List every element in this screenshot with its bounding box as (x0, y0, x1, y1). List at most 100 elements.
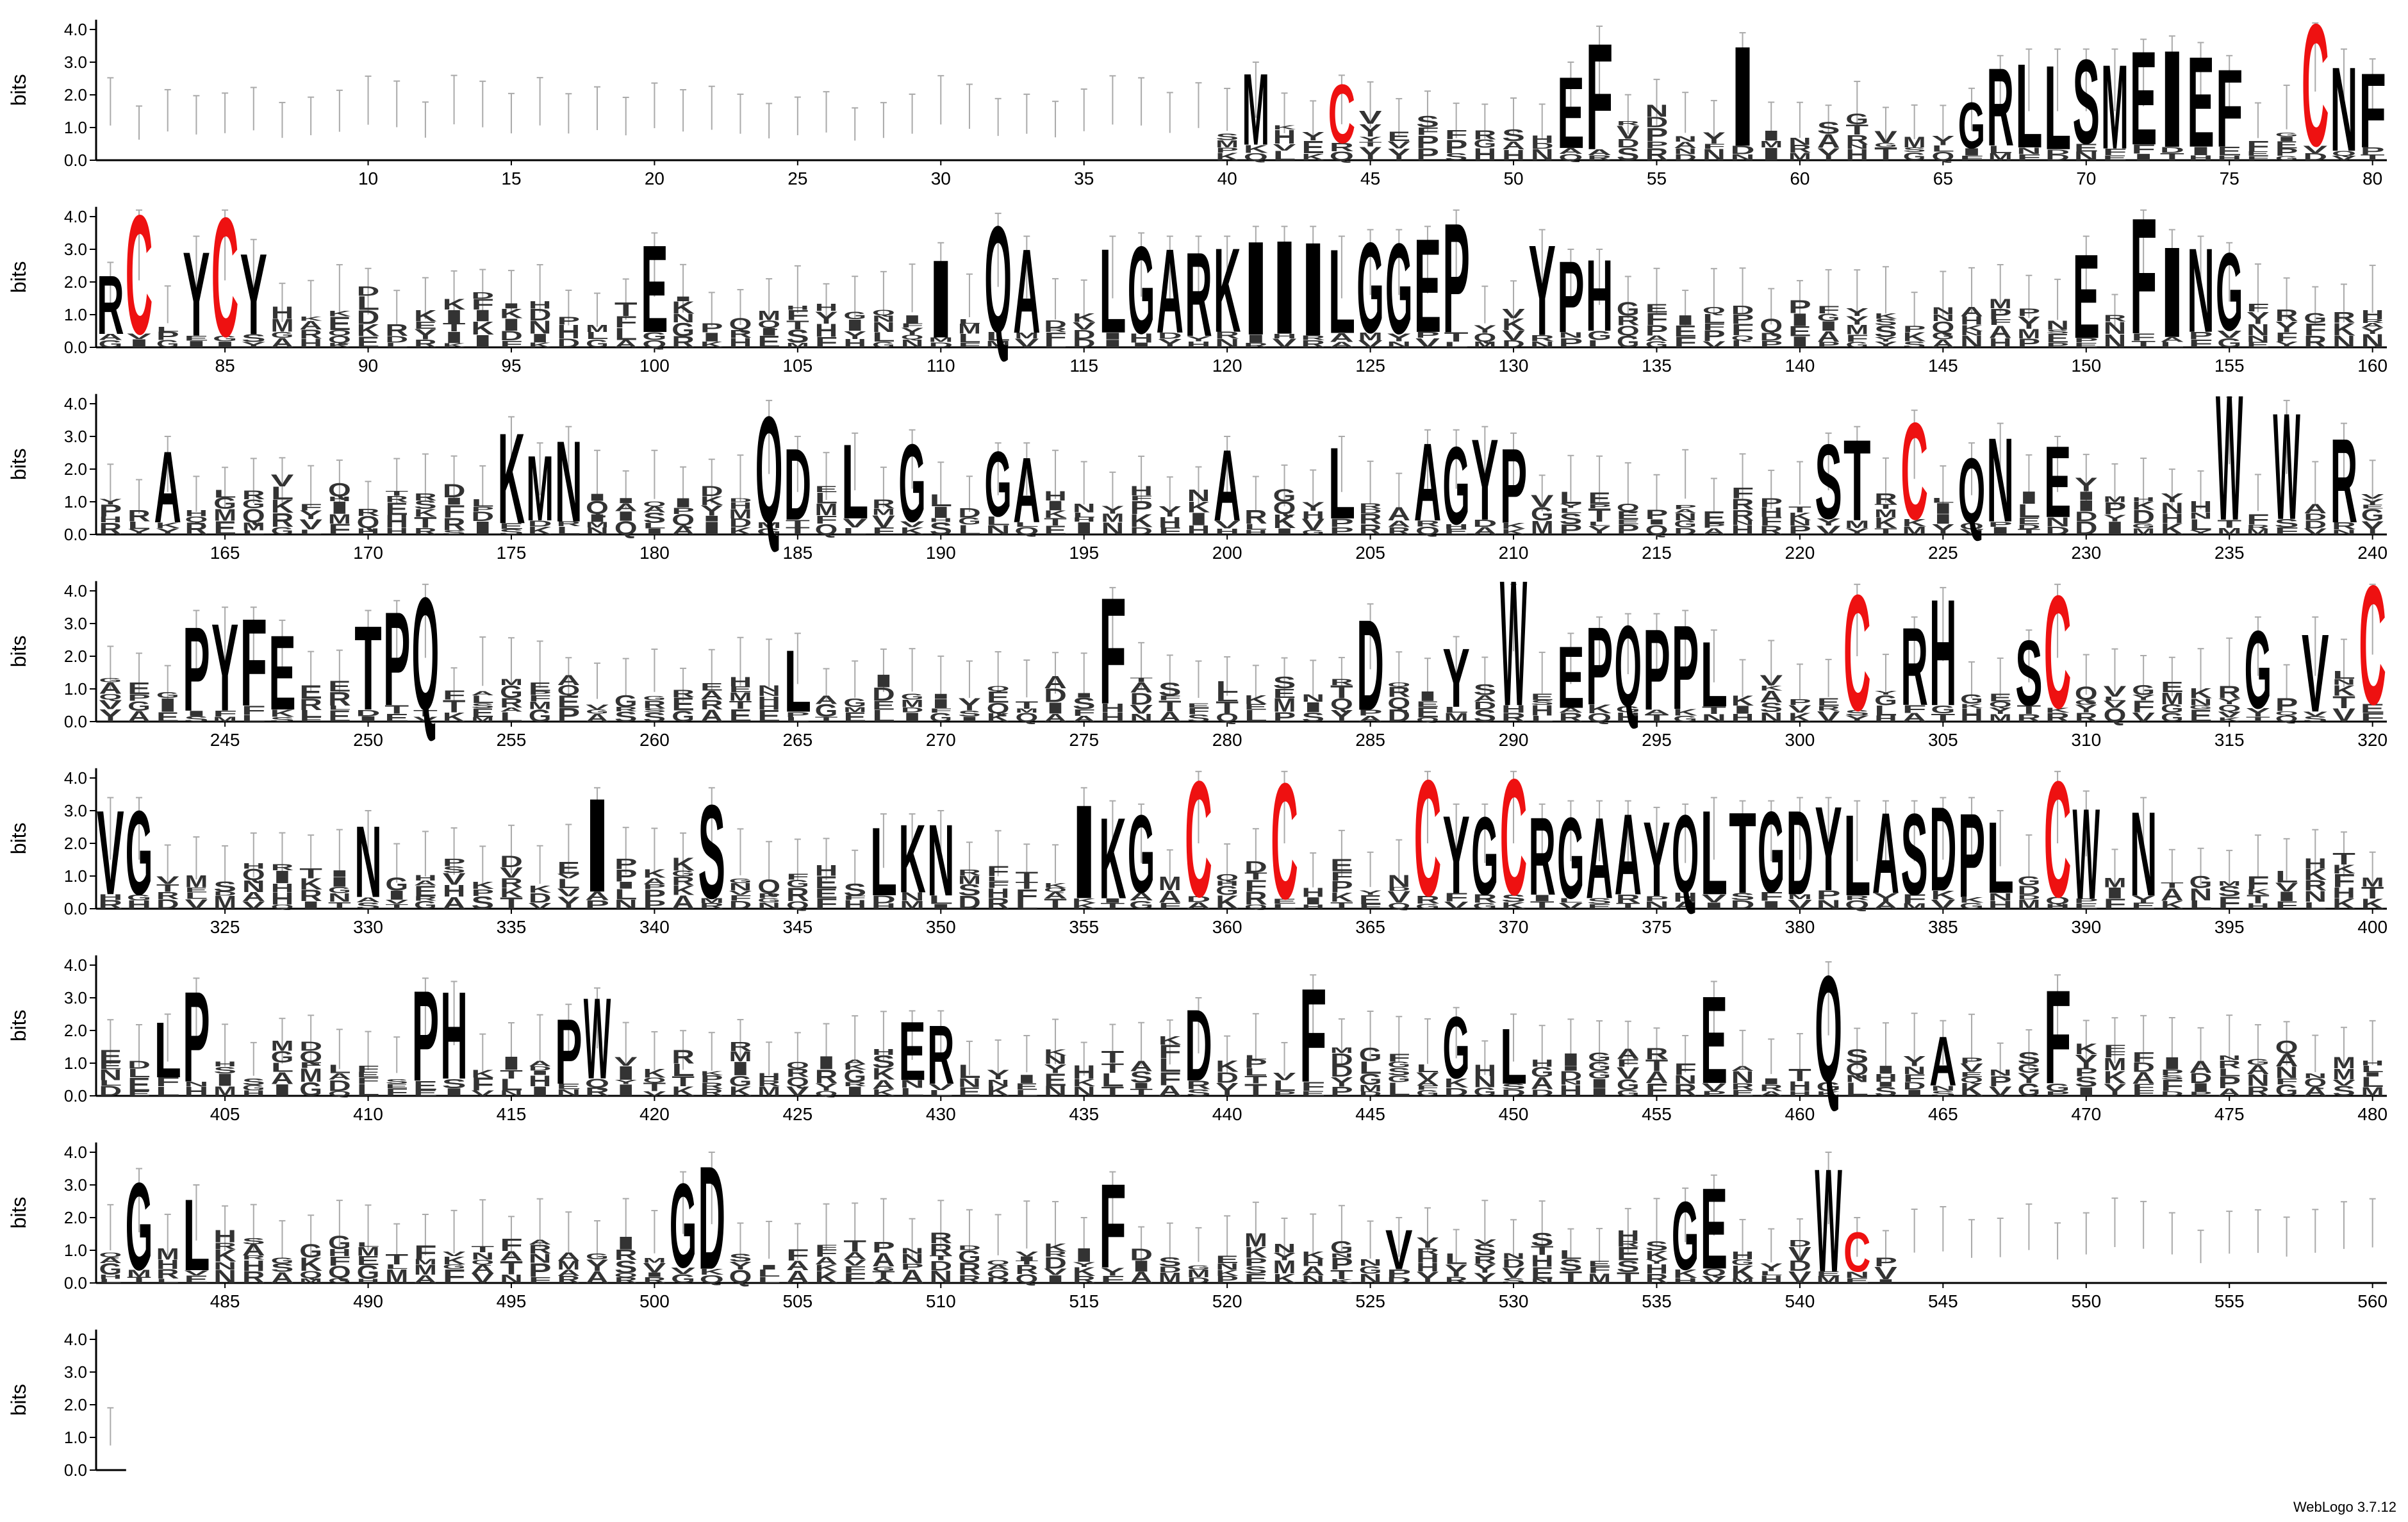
residue-letter-G: G (1385, 217, 1412, 361)
residue-letter: E (1416, 704, 1439, 721)
residue-letter: M (928, 336, 953, 343)
residue-letter: H (786, 304, 809, 311)
residue-letter: Q (786, 1060, 809, 1071)
residue-letter: A (700, 688, 723, 702)
residue-letter: A (815, 693, 838, 707)
residue-letter: K (900, 525, 925, 537)
residue-letter: E (1244, 702, 1267, 711)
y-tick-label: 3.0 (64, 614, 87, 633)
residue-letter: M (1760, 139, 1783, 150)
residue-letter: K (1273, 124, 1296, 131)
residue-letter-C: C (1271, 749, 1298, 934)
residue-letter: E (1989, 691, 2012, 704)
residue-letter: M (1015, 707, 1038, 714)
residue-letter-L: L (183, 1179, 210, 1292)
residue-letter: M (2217, 526, 2241, 536)
residue-letter: Q (2275, 713, 2298, 724)
residue-letter: K (270, 707, 294, 719)
x-tick-label: 560 (2357, 1291, 2387, 1311)
residue-letter-G: G (984, 433, 1011, 536)
residue-letter: S (1159, 1255, 1182, 1270)
residue-letter: L (1531, 714, 1554, 724)
x-tick-label: 420 (639, 1104, 670, 1124)
residue-letter: T (1130, 677, 1153, 683)
x-tick-label: 525 (1355, 1291, 1385, 1311)
residue-letter: D (1473, 699, 1496, 711)
residue-letter: V (1531, 491, 1554, 510)
residue-letter: P (1216, 146, 1239, 154)
residue-letter: E (1044, 524, 1067, 538)
residue-letter: F (614, 313, 638, 331)
residue-letter: T (1874, 144, 1897, 164)
residue-letter: D (2045, 148, 2070, 156)
residue-letter: L (2160, 340, 2184, 349)
residue-letter: I (1760, 144, 1783, 164)
x-tick-label: 435 (1069, 1104, 1099, 1124)
residue-letter: V (1817, 708, 1840, 725)
residue-letter: L (242, 529, 265, 536)
residue-letter: Q (729, 315, 752, 333)
residue-letter-F: F (240, 593, 267, 732)
residue-letter: D (471, 290, 494, 301)
residue-letter: G (1845, 340, 1868, 349)
residue-letter: K (1044, 1048, 1067, 1058)
residue-letter: G (958, 516, 981, 527)
residue-letter: N (1760, 710, 1783, 725)
residue-letter: A (1645, 334, 1669, 342)
residue-letter: A (586, 711, 609, 724)
residue-letter: N (1502, 1252, 1525, 1261)
residue-letter: I (815, 1052, 838, 1073)
y-axis-label: bits (7, 261, 30, 293)
residue-letter: H (757, 701, 780, 712)
x-tick-label: 465 (1928, 1104, 1958, 1124)
residue-letter: G (1931, 331, 1954, 342)
residue-letter-G: G (1471, 794, 1498, 918)
residue-letter: E (2217, 145, 2241, 158)
residue-letter: G (729, 877, 752, 885)
residue-letter: S (643, 509, 666, 526)
residue-letter: K (529, 884, 552, 895)
residue-letter: L (1073, 511, 1096, 519)
residue-letter-E: E (1557, 628, 1584, 727)
residue-letter: N (901, 338, 924, 350)
residue-letter: A (643, 504, 666, 514)
logo-row-2: 0.0 1.0 2.0 3.0 4.0 bits 85 90 95 100 105 110 115 120… (7, 180, 2387, 376)
x-tick-label: 335 (497, 917, 527, 937)
residue-letter: P (672, 506, 695, 516)
residue-letter: R (328, 688, 351, 709)
residue-letter: K (1760, 684, 1783, 692)
residue-letter: G (99, 677, 122, 683)
x-tick-label: 545 (1928, 1291, 1958, 1311)
residue-letter: V (2332, 154, 2356, 161)
residue-letter: Y (1845, 306, 1868, 318)
residue-letter: G (586, 708, 609, 715)
residue-letter: A (843, 1058, 866, 1065)
residue-letter-G: G (1128, 220, 1155, 360)
residue-letter: Q (1014, 525, 1039, 537)
residue-letter-V: V (1385, 1218, 1413, 1281)
residue-letter: F (414, 1241, 437, 1263)
residue-letter: H (1273, 126, 1296, 148)
residue-letter: E (529, 680, 552, 694)
residue-letter: S (270, 716, 294, 724)
residue-letter: L (2275, 868, 2298, 886)
residue-letter: H (2189, 498, 2213, 515)
residue-letter: I (184, 709, 208, 718)
residue-letter: M (213, 715, 237, 724)
residue-letter: S (242, 332, 266, 344)
residue-letter: N (1101, 519, 1125, 538)
residue-letter: R (929, 1230, 952, 1246)
residue-letter: F (1130, 494, 1153, 502)
x-tick-label: 380 (1785, 917, 1815, 937)
residue-letter: Q (2218, 703, 2241, 714)
residue-letter: F (786, 308, 809, 324)
residue-letter: L (1445, 1250, 1468, 1268)
residue-letter: R (1845, 133, 1868, 148)
y-tick-label: 1.0 (64, 1241, 87, 1260)
residue-letter: L (1588, 521, 1611, 527)
residue-letter: L (471, 693, 494, 706)
residue-letter: V (299, 517, 322, 533)
residue-letter: P (2275, 147, 2298, 158)
residue-letter: V (1817, 524, 1841, 537)
residue-letter: V (1788, 703, 1811, 715)
